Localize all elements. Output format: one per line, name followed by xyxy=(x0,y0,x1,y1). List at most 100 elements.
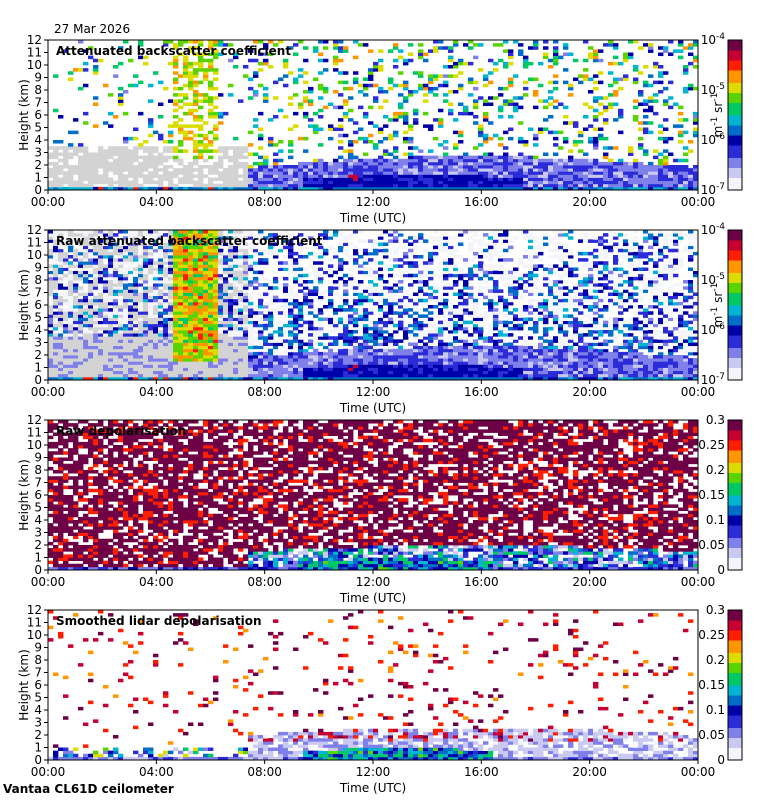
heatmap-cell xyxy=(118,326,124,331)
heatmap-cell xyxy=(408,127,414,132)
heatmap-cell xyxy=(398,183,404,188)
heatmap-cell xyxy=(528,77,534,82)
heatmap-cell xyxy=(88,152,94,157)
heatmap-cell xyxy=(578,74,584,78)
heatmap-cell xyxy=(488,71,494,75)
heatmap-cell xyxy=(93,174,99,178)
heatmap-cell xyxy=(58,270,64,275)
heatmap-cell xyxy=(433,165,439,169)
heatmap-cell xyxy=(173,146,179,150)
heatmap-cell xyxy=(543,99,549,103)
heatmap-cell xyxy=(333,339,339,343)
heatmap-cell xyxy=(173,61,179,66)
heatmap-cell xyxy=(543,186,549,191)
heatmap-cell xyxy=(148,361,154,365)
heatmap-cell xyxy=(453,171,459,175)
heatmap-cell xyxy=(143,295,149,300)
heatmap-cell xyxy=(388,158,394,163)
heatmap-cell xyxy=(268,370,274,375)
heatmap-cell xyxy=(253,317,259,322)
heatmap-cell xyxy=(573,171,579,175)
heatmap-cell xyxy=(518,96,524,100)
heatmap-cell xyxy=(143,158,149,163)
heatmap-cell xyxy=(663,118,669,122)
heatmap-cell xyxy=(218,336,224,340)
heatmap-cell xyxy=(178,236,184,240)
heatmap-cell xyxy=(653,61,659,66)
heatmap-cell xyxy=(673,102,679,107)
heatmap-cell xyxy=(253,336,259,340)
heatmap-cell xyxy=(88,330,94,334)
heatmap-cell xyxy=(283,348,289,353)
heatmap-cell xyxy=(613,80,619,85)
heatmap-cell xyxy=(118,330,124,334)
heatmap-cell xyxy=(193,276,199,281)
heatmap-cell xyxy=(68,276,74,281)
heatmap-cell xyxy=(183,267,189,272)
heatmap-cell xyxy=(343,333,349,337)
heatmap-cell xyxy=(313,183,319,188)
heatmap-cell xyxy=(293,361,299,365)
heatmap-cell xyxy=(148,158,154,163)
heatmap-cell xyxy=(688,43,694,47)
heatmap-cell xyxy=(213,96,219,100)
heatmap-cell xyxy=(218,311,224,315)
heatmap-cell xyxy=(608,102,614,107)
heatmap-cell xyxy=(53,370,59,375)
heatmap-cell xyxy=(168,323,174,328)
heatmap-cell xyxy=(283,245,289,250)
heatmap-cell xyxy=(213,323,219,328)
heatmap-cell xyxy=(523,86,529,91)
heatmap-cell xyxy=(243,286,249,290)
heatmap-cell xyxy=(73,326,79,331)
heatmap-cell xyxy=(103,168,109,172)
heatmap-cell xyxy=(248,358,254,362)
heatmap-cell xyxy=(188,71,194,75)
heatmap-cell xyxy=(693,111,699,116)
heatmap-cell xyxy=(48,236,54,240)
heatmap-cell xyxy=(488,183,494,188)
heatmap-cell xyxy=(313,158,319,163)
heatmap-cell xyxy=(368,168,374,172)
heatmap-cell xyxy=(48,358,54,362)
heatmap-cell xyxy=(403,130,409,135)
heatmap-cell xyxy=(303,111,309,116)
heatmap-cell xyxy=(48,280,54,284)
heatmap-cell xyxy=(693,180,699,185)
heatmap-cell xyxy=(278,370,284,375)
heatmap-cell xyxy=(458,86,464,91)
heatmap-cell xyxy=(648,161,654,166)
heatmap-cell xyxy=(288,330,294,334)
heatmap-cell xyxy=(553,55,559,60)
heatmap-cell xyxy=(293,280,299,284)
heatmap-cell xyxy=(83,351,89,356)
heatmap-cell xyxy=(308,351,314,356)
heatmap-cell xyxy=(198,93,204,97)
heatmap-cell xyxy=(623,177,629,182)
heatmap-cell xyxy=(263,177,269,182)
heatmap-cell xyxy=(68,345,74,350)
heatmap-cell xyxy=(413,158,419,163)
heatmap-cell xyxy=(48,320,54,325)
heatmap-cell xyxy=(203,305,209,309)
heatmap-cell xyxy=(178,367,184,372)
heatmap-cell xyxy=(113,351,119,356)
heatmap-cell xyxy=(318,233,324,237)
heatmap-cell xyxy=(113,330,119,334)
heatmap-cell xyxy=(513,96,519,100)
heatmap-cell xyxy=(98,258,104,262)
heatmap-cell xyxy=(258,333,264,337)
heatmap-cell xyxy=(653,183,659,188)
heatmap-cell xyxy=(218,361,224,365)
heatmap-cell xyxy=(328,171,334,175)
heatmap-cell xyxy=(463,111,469,116)
heatmap-cell xyxy=(183,102,189,107)
heatmap-cell xyxy=(668,168,674,172)
heatmap-cell xyxy=(378,49,384,53)
heatmap-cell xyxy=(163,308,169,312)
heatmap-cell xyxy=(168,298,174,303)
heatmap-cell xyxy=(178,286,184,290)
heatmap-cell xyxy=(148,326,154,331)
heatmap-cell xyxy=(213,149,219,153)
heatmap-cell xyxy=(68,314,74,318)
